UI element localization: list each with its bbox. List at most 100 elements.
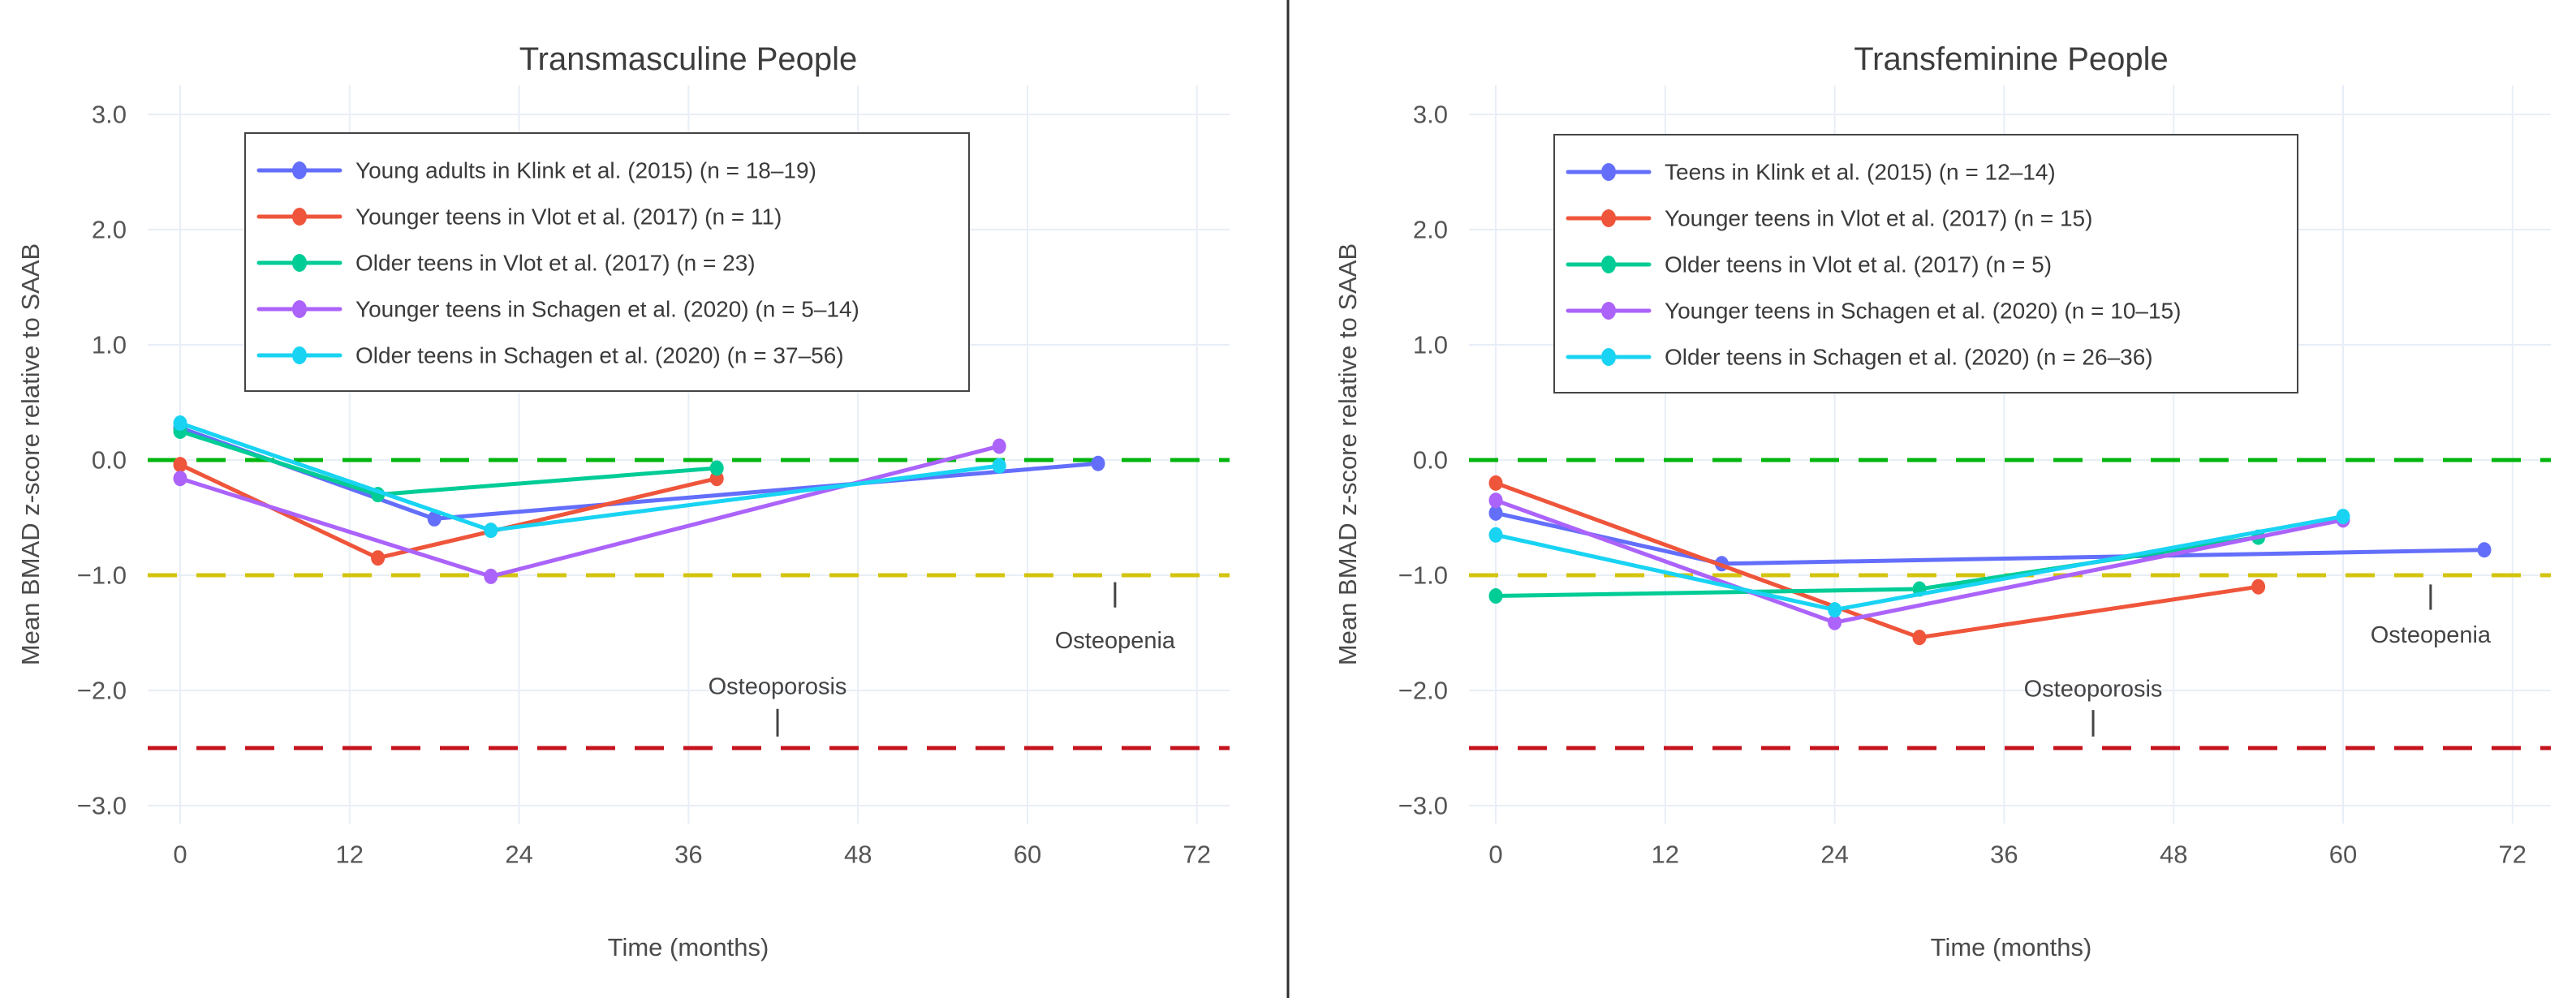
x-tick-label: 12 <box>336 841 364 869</box>
legend-item-schagen-older-teens[interactable]: Older teens in Schagen et al. (2020) (n … <box>1566 345 2153 370</box>
legend-marker <box>1601 302 1616 320</box>
tick-labels-layer: 0 12 24 36 48 60 72 3.0 2.0 1.0 0.0 −1.0 −2.0 −3.0 <box>77 101 1211 869</box>
legend-item-label: Older teens in Schagen et al. (2020) (n … <box>355 343 844 368</box>
legend-marker <box>1601 348 1616 366</box>
x-tick-label: 0 <box>173 841 187 869</box>
data-point-klink-teens <box>1488 505 1503 521</box>
legend-item-label: Younger teens in Vlot et al. (2017) (n =… <box>1665 206 2092 231</box>
data-point-schagen-younger-teens <box>1488 492 1503 509</box>
y-tick-label: −1.0 <box>77 561 127 590</box>
legend-item-vlot-younger-teens[interactable]: Younger teens in Vlot et al. (2017) (n =… <box>1566 206 2092 231</box>
y-tick-label: −1.0 <box>1398 561 1448 590</box>
y-tick-label: 1.0 <box>1413 331 1448 359</box>
data-point-schagen-older-teens <box>484 523 498 539</box>
x-tick-label: 72 <box>1183 841 1211 869</box>
data-point-klink-young-adults <box>1091 455 1105 471</box>
x-tick-label: 60 <box>2329 841 2357 869</box>
y-tick-label: 3.0 <box>92 101 127 129</box>
data-point-vlot-older-teens <box>1488 588 1503 604</box>
data-point-schagen-older-teens <box>2336 509 2350 525</box>
legend: Teens in Klink et al. (2015) (n = 12–14)… <box>1553 134 2298 393</box>
x-tick-label: 36 <box>674 841 702 869</box>
annotations-layer: Osteopenia Osteoporosis <box>709 582 1176 737</box>
legend-marker <box>292 346 307 364</box>
legend-box <box>1553 134 2298 393</box>
annotations-layer: Osteopenia Osteoporosis <box>2024 584 2492 737</box>
x-tick-label: 72 <box>2499 841 2526 869</box>
chart-transfeminine: 0 12 24 36 48 60 72 3.0 2.0 1.0 0.0 −1.0 −2.0 −3.0 Os… <box>1333 41 2551 961</box>
legend-item-label: Older teens in Vlot et al. (2017) (n = 5… <box>1665 252 2052 277</box>
legend-marker <box>292 208 307 226</box>
data-point-schagen-younger-teens <box>1828 614 1842 630</box>
reference-lines-layer <box>148 458 1230 750</box>
y-tick-label: 0.0 <box>1413 446 1448 475</box>
x-tick-label: 60 <box>1014 841 1041 869</box>
reference-lines-layer <box>1469 458 2551 750</box>
legend-item-vlot-older-teens[interactable]: Older teens in Vlot et al. (2017) (n = 2… <box>256 251 756 276</box>
chart-transmasculine: 0 12 24 36 48 60 72 3.0 2.0 1.0 0.0 −1.0 −2.0 −3.0 Os… <box>16 41 1230 961</box>
x-tick-label: 0 <box>1488 841 1502 869</box>
y-tick-label: −3.0 <box>77 792 127 820</box>
data-point-vlot-older-teens <box>709 460 724 476</box>
y-tick-label: 2.0 <box>1413 216 1448 244</box>
annotation-osteopenia: Osteopenia <box>1055 628 1176 654</box>
chart-title: Transfeminine People <box>1854 41 2169 77</box>
legend-item-schagen-younger-teens[interactable]: Younger teens in Schagen et al. (2020) (… <box>256 297 859 322</box>
y-axis-title: Mean BMAD z-score relative to SAAB <box>1333 243 1362 665</box>
data-point-vlot-younger-teens <box>173 457 187 473</box>
data-point-schagen-younger-teens <box>484 568 498 584</box>
grid-layer <box>148 85 1230 824</box>
x-tick-label: 48 <box>2160 841 2187 869</box>
legend-marker <box>1601 209 1616 227</box>
data-point-vlot-younger-teens <box>1488 475 1503 491</box>
y-tick-label: 0.0 <box>92 446 127 475</box>
annotation-osteopenia: Osteopenia <box>2371 622 2492 648</box>
data-point-schagen-younger-teens <box>992 438 1006 454</box>
x-tick-label: 24 <box>1820 841 1848 869</box>
data-point-vlot-younger-teens <box>371 550 386 566</box>
x-tick-label: 36 <box>1990 841 2018 869</box>
series-line-vlot-older-teens <box>178 429 719 497</box>
y-axis-title: Mean BMAD z-score relative to SAAB <box>16 243 45 665</box>
legend-item-schagen-younger-teens[interactable]: Younger teens in Schagen et al. (2020) (… <box>1566 299 2181 324</box>
legend-item-label: Younger teens in Schagen et al. (2020) (… <box>1665 299 2181 324</box>
data-point-vlot-younger-teens <box>2251 578 2266 595</box>
annotation-osteoporosis: Osteoporosis <box>2024 677 2163 703</box>
legend-item-vlot-younger-teens[interactable]: Younger teens in Vlot et al. (2017) (n =… <box>256 204 782 230</box>
data-point-schagen-older-teens <box>1488 527 1503 543</box>
data-point-vlot-younger-teens <box>1912 630 1927 646</box>
legend-item-schagen-older-teens[interactable]: Older teens in Schagen et al. (2020) (n … <box>256 343 844 368</box>
data-point-schagen-older-teens <box>173 415 187 432</box>
legend-box <box>244 132 970 392</box>
series-layer <box>173 415 1105 584</box>
data-point-schagen-older-teens <box>1828 602 1842 618</box>
legend-item-label: Older teens in Schagen et al. (2020) (n … <box>1665 345 2153 370</box>
legend-marker <box>292 254 307 272</box>
legend-item-label: Young adults in Klink et al. (2015) (n =… <box>355 158 816 183</box>
legend-marker <box>292 161 307 179</box>
x-axis-title: Time (months) <box>608 933 769 961</box>
legend-item-klink-young-adults[interactable]: Young adults in Klink et al. (2015) (n =… <box>256 158 816 183</box>
legend-marker <box>1601 163 1616 181</box>
data-point-klink-teens <box>2477 542 2492 558</box>
legend-marker <box>1601 256 1616 273</box>
x-tick-label: 48 <box>844 841 872 869</box>
legend-item-klink-teens[interactable]: Teens in Klink et al. (2015) (n = 12–14) <box>1566 160 2056 185</box>
x-tick-label: 12 <box>1652 841 1679 869</box>
y-tick-label: −2.0 <box>1398 677 1448 705</box>
y-tick-label: 2.0 <box>92 216 127 244</box>
x-axis-title: Time (months) <box>1931 933 2092 961</box>
legend-item-vlot-older-teens[interactable]: Older teens in Vlot et al. (2017) (n = 5… <box>1566 252 2052 277</box>
x-tick-label: 24 <box>505 841 532 869</box>
series-layer <box>1488 475 2492 646</box>
data-point-klink-young-adults <box>427 510 442 527</box>
y-tick-label: 3.0 <box>1413 101 1448 129</box>
tick-labels-layer: 0 12 24 36 48 60 72 3.0 2.0 1.0 0.0 −1.0 −2.0 −3.0 <box>1398 101 2526 869</box>
series-line-vlot-older-teens <box>1493 535 2261 599</box>
data-point-schagen-older-teens <box>992 458 1006 474</box>
data-point-schagen-younger-teens <box>173 471 187 487</box>
y-tick-label: −3.0 <box>1398 792 1448 820</box>
y-tick-label: −2.0 <box>77 677 127 705</box>
